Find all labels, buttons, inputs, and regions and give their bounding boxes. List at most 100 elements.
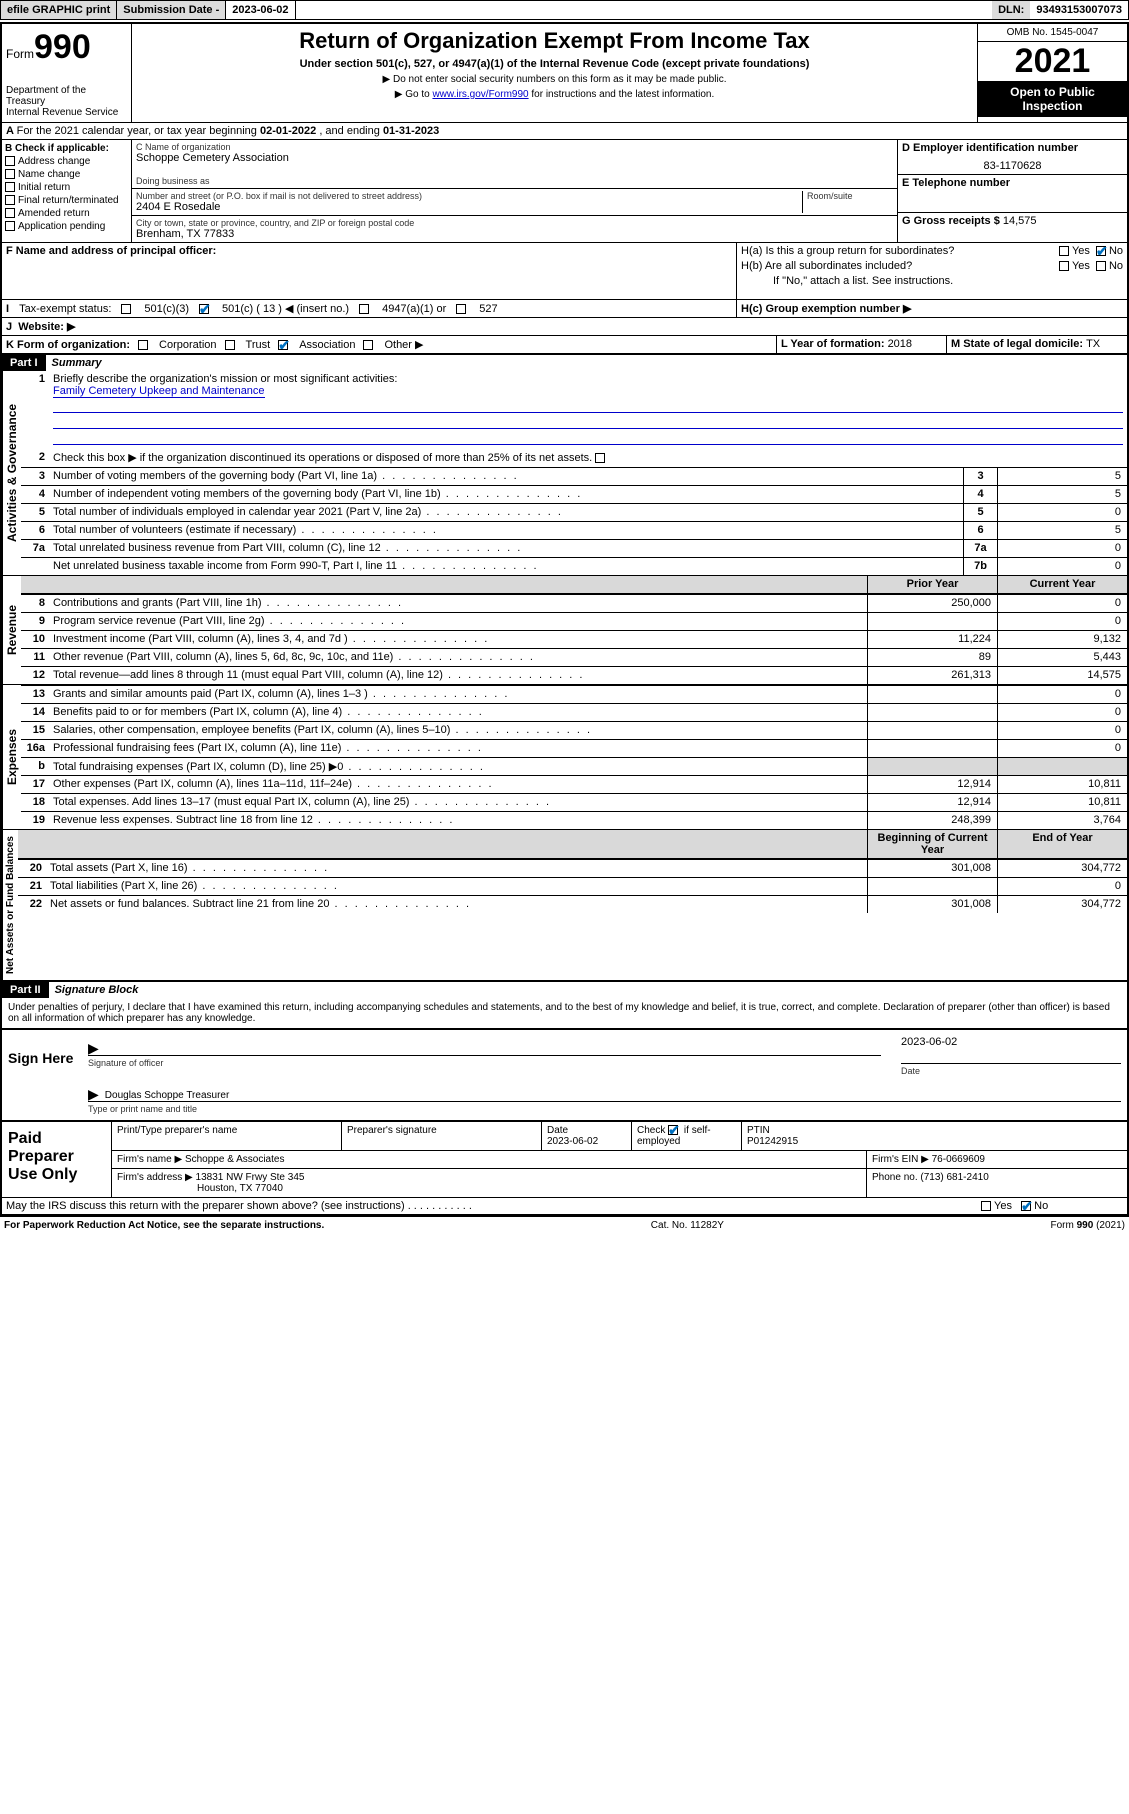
h-b-no[interactable] bbox=[1096, 261, 1106, 271]
summary-line: 20Total assets (Part X, line 16)301,0083… bbox=[18, 859, 1127, 877]
form-note-2: ▶ Go to www.irs.gov/Form990 for instruct… bbox=[136, 89, 973, 100]
sign-date: 2023-06-02 bbox=[901, 1036, 1121, 1048]
discuss-yes[interactable] bbox=[981, 1201, 991, 1211]
preparer-sig-label: Preparer's signature bbox=[342, 1122, 542, 1150]
summary-line: 14Benefits paid to or for members (Part … bbox=[21, 703, 1127, 721]
revenue-block: Revenue Prior Year Current Year 8Contrib… bbox=[2, 575, 1127, 684]
dept-treasury: Department of the Treasury bbox=[6, 85, 127, 107]
rot-netassets: Net Assets or Fund Balances bbox=[2, 830, 18, 980]
h-a-no[interactable] bbox=[1096, 246, 1106, 256]
summary-line: 19Revenue less expenses. Subtract line 1… bbox=[21, 811, 1127, 829]
year-formation-label: L Year of formation: bbox=[781, 338, 888, 350]
summary-line: 22Net assets or fund balances. Subtract … bbox=[18, 895, 1127, 913]
part2-label: Part II bbox=[2, 982, 49, 998]
col-prior: Prior Year bbox=[867, 576, 997, 593]
officer-label: F Name and address of principal officer: bbox=[6, 245, 732, 257]
form-org-label: K Form of organization: bbox=[6, 339, 130, 351]
summary-line: 3Number of voting members of the governi… bbox=[21, 467, 1127, 485]
form-title: Return of Organization Exempt From Incom… bbox=[136, 28, 973, 54]
ptin-value: P01242915 bbox=[747, 1136, 798, 1147]
chk-501c3[interactable] bbox=[121, 304, 131, 314]
part2-header: Part II Signature Block bbox=[2, 980, 1127, 998]
ptin-label: PTIN bbox=[747, 1125, 770, 1136]
irs-label: Internal Revenue Service bbox=[6, 107, 127, 118]
chk-amended-return[interactable]: Amended return bbox=[5, 208, 128, 219]
section-klm: K Form of organization: Corporation Trus… bbox=[2, 335, 1127, 353]
officer-name: Douglas Schoppe Treasurer bbox=[105, 1090, 230, 1101]
section-bcdeg: B Check if applicable: Address change Na… bbox=[2, 139, 1127, 242]
line-a: A For the 2021 calendar year, or tax yea… bbox=[2, 122, 1127, 139]
city-state-zip: Brenham, TX 77833 bbox=[136, 228, 893, 240]
form-num: 990 bbox=[34, 28, 91, 66]
firm-city: Houston, TX 77040 bbox=[117, 1183, 283, 1194]
firm-name: Schoppe & Associates bbox=[185, 1154, 285, 1165]
summary-line: 16aProfessional fundraising fees (Part I… bbox=[21, 739, 1127, 757]
line-a-text: For the 2021 calendar year, or tax year … bbox=[17, 125, 260, 137]
page-footer: For Paperwork Reduction Act Notice, see … bbox=[0, 1216, 1129, 1234]
chk-association[interactable] bbox=[278, 340, 288, 350]
form-label: Form bbox=[6, 47, 34, 61]
chk-527[interactable] bbox=[456, 304, 466, 314]
col-begin: Beginning of Current Year bbox=[867, 830, 997, 858]
firm-addr-label: Firm's address ▶ bbox=[117, 1172, 196, 1183]
sig-officer-label: Signature of officer bbox=[88, 1058, 881, 1068]
chk-address-change[interactable]: Address change bbox=[5, 156, 128, 167]
chk-501c[interactable] bbox=[199, 304, 209, 314]
sign-date-label: Date bbox=[901, 1066, 1121, 1076]
chk-name-change[interactable]: Name change bbox=[5, 169, 128, 180]
firm-phone-label: Phone no. bbox=[872, 1172, 920, 1183]
topbar: efile GRAPHIC print Submission Date - 20… bbox=[0, 0, 1129, 20]
preparer-name-label: Print/Type preparer's name bbox=[112, 1122, 342, 1150]
chk-4947[interactable] bbox=[359, 304, 369, 314]
section-j: J Website: ▶ bbox=[2, 317, 1127, 335]
summary-line: 8Contributions and grants (Part VIII, li… bbox=[21, 594, 1127, 612]
firm-ein: 76-0669609 bbox=[932, 1154, 985, 1165]
footer-mid: Cat. No. 11282Y bbox=[651, 1220, 724, 1231]
part1-label: Part I bbox=[2, 355, 46, 371]
irs-link[interactable]: www.irs.gov/Form990 bbox=[432, 89, 528, 100]
h-a-yes[interactable] bbox=[1059, 246, 1069, 256]
website-label: Website: ▶ bbox=[18, 321, 75, 333]
footer-right: Form 990 (2021) bbox=[1051, 1220, 1125, 1231]
chk-discontinued[interactable] bbox=[595, 453, 605, 463]
section-deg: D Employer identification number 83-1170… bbox=[897, 140, 1127, 242]
chk-self-employed[interactable] bbox=[668, 1125, 678, 1135]
gross-receipts-value: 14,575 bbox=[1003, 215, 1037, 227]
submission-date: 2023-06-02 bbox=[226, 1, 295, 19]
efile-print-button[interactable]: efile GRAPHIC print bbox=[1, 1, 117, 19]
phone-label: E Telephone number bbox=[902, 177, 1123, 189]
form-subtitle: Under section 501(c), 527, or 4947(a)(1)… bbox=[136, 58, 973, 70]
year-formation: 2018 bbox=[888, 338, 912, 350]
h-b-note: If "No," attach a list. See instructions… bbox=[741, 275, 1123, 287]
h-a-label: H(a) Is this a group return for subordin… bbox=[741, 245, 1059, 257]
room-label: Room/suite bbox=[807, 191, 893, 201]
street-address: 2404 E Rosedale bbox=[136, 201, 802, 213]
summary-line: 10Investment income (Part VIII, column (… bbox=[21, 630, 1127, 648]
section-fh: F Name and address of principal officer:… bbox=[2, 242, 1127, 299]
summary-line: 12Total revenue—add lines 8 through 11 (… bbox=[21, 666, 1127, 684]
col-end: End of Year bbox=[997, 830, 1127, 858]
chk-application-pending[interactable]: Application pending bbox=[5, 221, 128, 232]
summary-line: bTotal fundraising expenses (Part IX, co… bbox=[21, 757, 1127, 775]
omb-number: OMB No. 1545-0047 bbox=[978, 24, 1127, 42]
rot-expenses: Expenses bbox=[2, 685, 21, 829]
chk-initial-return[interactable]: Initial return bbox=[5, 182, 128, 193]
firm-addr: 13831 NW Frwy Ste 345 bbox=[196, 1172, 305, 1183]
chk-final-return[interactable]: Final return/terminated bbox=[5, 195, 128, 206]
firm-ein-label: Firm's EIN ▶ bbox=[872, 1154, 932, 1165]
h-b-label: H(b) Are all subordinates included? bbox=[741, 260, 1059, 272]
expenses-block: Expenses 13Grants and similar amounts pa… bbox=[2, 684, 1127, 829]
netassets-block: Net Assets or Fund Balances Beginning of… bbox=[2, 829, 1127, 980]
chk-corporation[interactable] bbox=[138, 340, 148, 350]
chk-other[interactable] bbox=[363, 340, 373, 350]
discuss-no[interactable] bbox=[1021, 1201, 1031, 1211]
tax-year: 2021 bbox=[978, 42, 1127, 81]
h-b-yes[interactable] bbox=[1059, 261, 1069, 271]
form-container: Form990 Department of the Treasury Inter… bbox=[0, 22, 1129, 1216]
preparer-date-label: Date bbox=[547, 1125, 568, 1136]
arrow-icon: ▶ bbox=[88, 1086, 99, 1101]
part1-title: Summary bbox=[52, 357, 102, 369]
chk-trust[interactable] bbox=[225, 340, 235, 350]
open-inspection: Open to Public Inspection bbox=[978, 81, 1127, 117]
addr-label: Number and street (or P.O. box if mail i… bbox=[136, 191, 802, 201]
